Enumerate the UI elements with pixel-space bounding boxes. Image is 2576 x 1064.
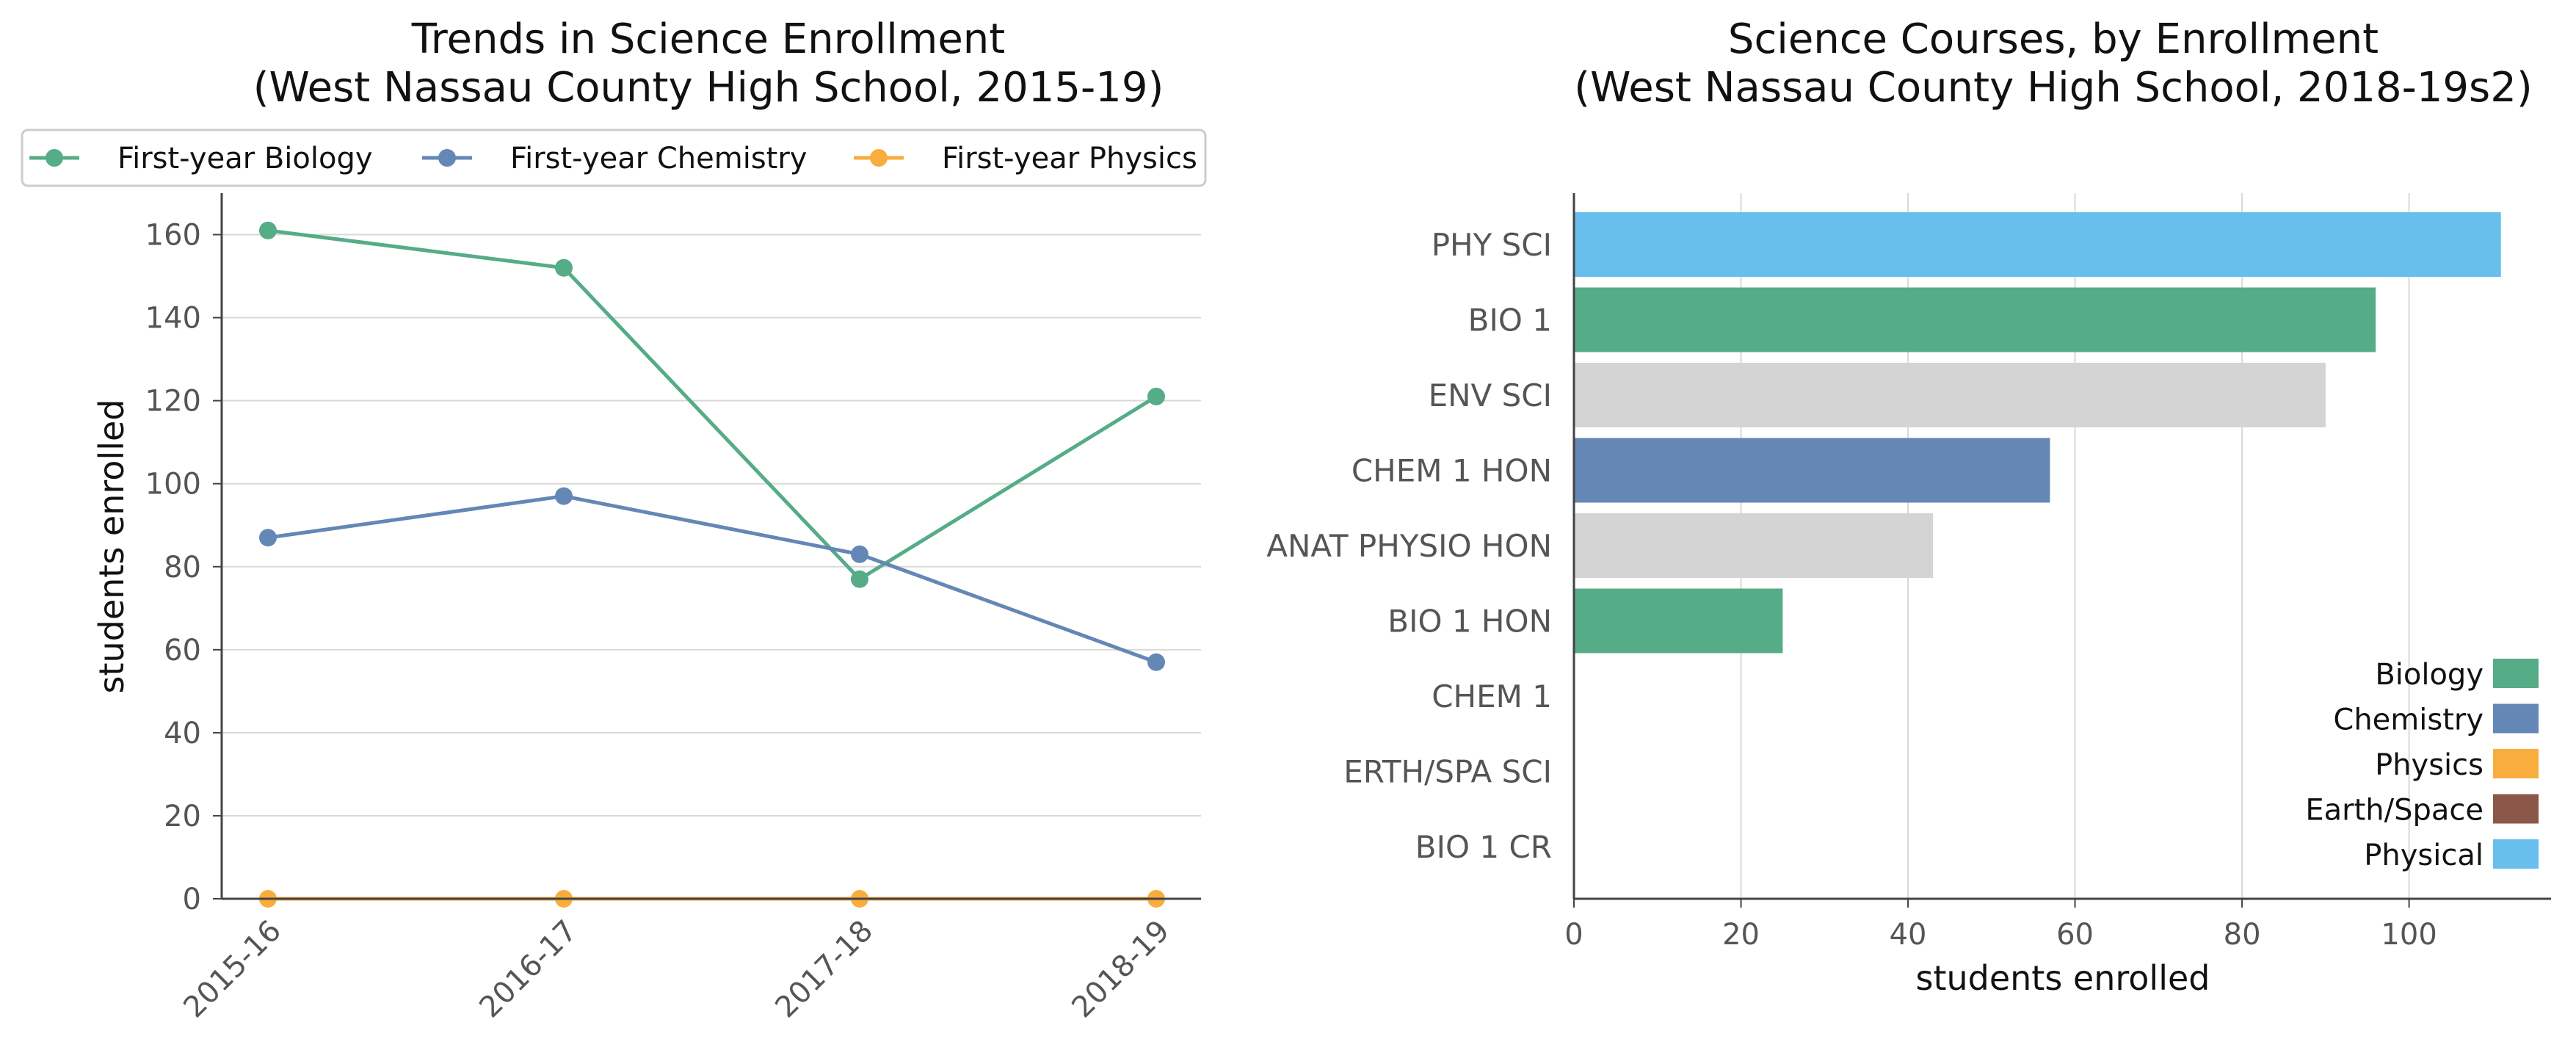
legend-marker: [46, 149, 63, 167]
bar-chart-subtitle: (West Nassau County High School, 2018-19…: [1574, 64, 2532, 112]
bar-anat-physio-hon: [1574, 513, 1934, 578]
bar-env-sci: [1574, 363, 2326, 427]
bar-chart-x-tick-label: 20: [1722, 918, 1760, 952]
line-series-biology: [259, 221, 1165, 588]
bar-chart-legend: Biology Chemistry Physics Earth/Space Physic…: [2305, 658, 2539, 872]
bar-chart-x-tick-label: 100: [2381, 918, 2437, 952]
bar-chart-category-labels: PHY SCI BIO 1 ENV SCI CHEM 1 HON ANAT PHYSIO…: [1266, 227, 1552, 865]
bar-legend-swatch: [2493, 703, 2539, 734]
line-chart-x-tick-label: 2015-16: [177, 914, 288, 1025]
bar-chart-category-label: ANAT PHYSIO HON: [1266, 528, 1552, 564]
bar-legend-label: Physics: [2375, 748, 2484, 782]
bar-chart-category-label: ERTH/SPA SCI: [1343, 754, 1552, 790]
line-chart-title: Trends in Science Enrollment: [411, 15, 1005, 63]
bar-chart-title: Science Courses, by Enrollment: [1728, 15, 2379, 63]
bar-chart-x-tick-label: 80: [2224, 918, 2261, 952]
bar-legend-swatch: [2493, 839, 2539, 869]
bar-chart: Science Courses, by Enrollment (West Nas…: [1266, 15, 2551, 998]
line-chart-y-tick-label: 60: [164, 634, 201, 667]
line-data-point: [555, 258, 573, 277]
line-chart-series: [259, 221, 1165, 908]
bar-chart-category-label: PHY SCI: [1432, 227, 1552, 263]
bar-chem-1-hon: [1574, 438, 2050, 503]
line-chart-y-tick-label: 140: [145, 302, 201, 336]
legend-label: First-year Biology: [117, 142, 373, 175]
legend-label: First-year Chemistry: [510, 142, 807, 175]
line-data-point: [259, 529, 277, 547]
line-chart-y-tick-label: 160: [145, 219, 201, 253]
line-chart-x-ticks: 2015-16 2016-17 2017-18 2018-19: [177, 899, 1176, 1024]
line-data-point: [851, 545, 868, 563]
bar-legend-label: Physical: [2364, 839, 2484, 872]
bar-legend-swatch: [2493, 749, 2539, 778]
line-series-path: [267, 228, 1158, 582]
line-data-point: [259, 221, 277, 239]
line-data-point: [555, 487, 573, 505]
bar-legend-label: Biology: [2375, 658, 2484, 692]
bar-chart-category-label: BIO 1 HON: [1387, 604, 1552, 640]
legend-marker: [438, 149, 456, 167]
line-chart-legend: First-year Biology First-year Chemistry Fi…: [21, 129, 1207, 187]
line-chart-y-tick-label: 40: [164, 717, 201, 750]
legend-marker: [870, 149, 888, 167]
bar-bio-1-hon: [1574, 588, 1783, 654]
bar-chart-category-label: BIO 1 CR: [1415, 829, 1552, 865]
line-chart-gridlines: [222, 234, 1201, 900]
line-chart-x-tick-label: 2017-18: [769, 914, 879, 1025]
bar-chart-x-tick-label: 60: [2056, 918, 2094, 952]
bar-chart-x-ticks: 0 20 40 60 80 100: [1564, 899, 2437, 952]
bar-chart-bars: [1574, 212, 2501, 654]
bar-chart-category-label: CHEM 1 HON: [1352, 453, 1552, 489]
line-chart-x-tick-label: 2018-19: [1065, 914, 1176, 1025]
line-chart-y-ticks: 0 20 40 60 80 100 120 140 160: [145, 219, 222, 916]
line-chart-legend-frame: [21, 129, 1207, 187]
line-chart-legend-items: First-year Biology First-year Chemistry Fi…: [29, 142, 1197, 175]
line-series-path: [267, 494, 1157, 665]
bar-bio-1: [1574, 287, 2376, 352]
bar-chart-x-tick-label: 40: [1890, 918, 1927, 952]
line-chart-x-tick-label: 2016-17: [473, 914, 584, 1025]
bar-chart-category-label: ENV SCI: [1429, 377, 1552, 413]
line-chart-y-tick-label: 0: [183, 883, 201, 916]
bar-legend-swatch: [2493, 794, 2539, 824]
line-chart: Trends in Science Enrollment (West Nassa…: [21, 15, 1207, 1024]
bar-legend-swatch: [2493, 659, 2539, 688]
line-data-point: [1147, 387, 1165, 405]
line-chart-y-tick-label: 20: [164, 800, 201, 833]
bar-chart-category-label: CHEM 1: [1432, 678, 1552, 714]
bar-legend-label: Chemistry: [2333, 703, 2484, 737]
line-series-chemistry: [259, 487, 1165, 671]
bar-chart-x-label: students enrolled: [1916, 958, 2210, 998]
legend-label: First-year Physics: [942, 142, 1197, 175]
bar-legend-label: Earth/Space: [2305, 794, 2484, 828]
bar-phy-sci: [1574, 212, 2501, 277]
line-chart-y-tick-label: 80: [164, 551, 201, 585]
line-data-point: [1147, 653, 1165, 671]
bar-chart-category-label: BIO 1: [1468, 303, 1552, 339]
bar-chart-x-tick-label: 0: [1564, 918, 1583, 952]
line-data-point: [851, 570, 868, 588]
line-chart-y-tick-label: 100: [145, 468, 201, 502]
line-chart-subtitle: (West Nassau County High School, 2015-19…: [253, 64, 1164, 112]
line-chart-y-label: students enrolled: [92, 399, 131, 694]
line-chart-y-tick-label: 120: [145, 385, 201, 419]
